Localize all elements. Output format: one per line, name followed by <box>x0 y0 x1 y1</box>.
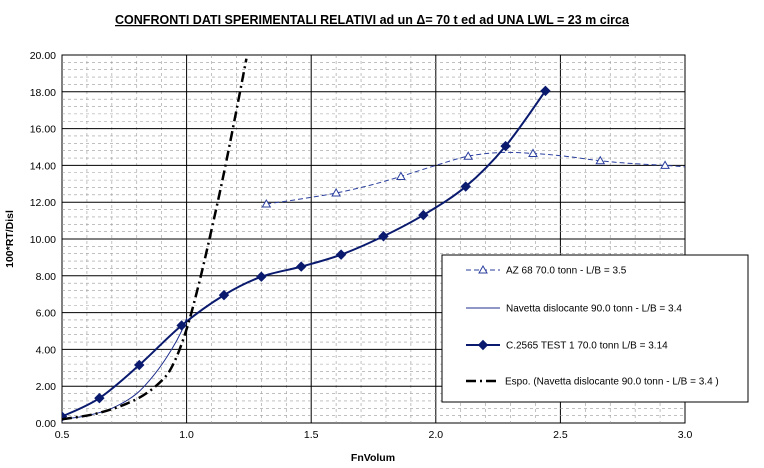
data-point <box>94 392 105 404</box>
data-point <box>331 187 341 197</box>
y-tick-label: 12.00 <box>30 197 56 209</box>
legend-label: AZ 68 70.0 tonn - L/B = 3.5 <box>506 266 627 277</box>
data-point <box>660 160 670 169</box>
data-point <box>296 261 307 272</box>
data-point <box>256 271 267 282</box>
y-tick-label: 18.00 <box>30 87 56 99</box>
y-tick-label: 20.00 <box>30 50 56 62</box>
data-point <box>460 181 471 192</box>
data-point <box>261 199 272 208</box>
legend-item: Navetta dislocante 90.0 tonn - L/B = 3.4 <box>466 304 682 315</box>
y-tick-label: 14.00 <box>30 160 56 172</box>
series-layer <box>62 58 685 422</box>
data-point <box>378 231 389 242</box>
data-point <box>595 155 606 165</box>
legend: AZ 68 70.0 tonn - L/B = 3.5 Navetta dislo… <box>441 254 749 403</box>
x-tick-label: 2.0 <box>428 429 443 441</box>
x-tick-label: 0.5 <box>55 429 70 441</box>
legend-marker <box>477 339 489 351</box>
plot-area <box>61 54 686 424</box>
y-tick-label: 8.00 <box>36 271 57 283</box>
y-axis-label: 100*RT/Disl <box>4 210 16 268</box>
data-point <box>218 289 230 301</box>
y-tick-label: 4.00 <box>36 344 57 356</box>
y-tick-label: 16.00 <box>30 124 56 136</box>
data-point <box>335 249 347 260</box>
data-point <box>396 171 406 180</box>
data-point <box>463 151 474 160</box>
y-tick-label: 6.00 <box>36 308 57 320</box>
x-axis-ticks: 0.5 1.0 1.5 2.0 2.5 3.0 <box>55 429 693 441</box>
legend-item: AZ 68 70.0 tonn - L/B = 3.5 <box>466 264 627 277</box>
data-point <box>418 209 429 221</box>
series-1 <box>261 148 685 208</box>
y-tick-label: 0.00 <box>36 418 57 430</box>
x-tick-label: 3.0 <box>678 429 693 441</box>
x-axis-label: FnVolum <box>351 452 395 464</box>
x-tick-label: 1.0 <box>179 429 194 441</box>
series-line <box>62 58 248 421</box>
x-tick-label: 2.5 <box>553 429 568 441</box>
data-point <box>528 148 538 157</box>
data-point <box>134 359 145 371</box>
grid <box>62 55 685 423</box>
series-3 <box>62 85 551 422</box>
legend-label: C.2565 TEST 1 70.0 tonn L/B = 3.14 <box>506 341 668 352</box>
chart-title: CONFRONTI DATI SPERIMENTALI RELATIVI ad … <box>115 13 630 27</box>
series-line <box>266 151 685 205</box>
legend-box <box>441 254 749 403</box>
legend-items: AZ 68 70.0 tonn - L/B = 3.5 Navetta dislo… <box>466 264 719 388</box>
legend-label: Navetta dislocante 90.0 tonn - L/B = 3.4 <box>506 304 682 315</box>
y-tick-label: 10.00 <box>30 234 56 246</box>
data-point <box>540 85 551 97</box>
x-tick-label: 1.5 <box>304 429 319 441</box>
data-point <box>176 320 187 331</box>
legend-marker <box>478 264 488 274</box>
legend-item: Espo. (Navetta dislocante 90.0 tonn - L/… <box>466 377 719 388</box>
data-point <box>500 140 511 152</box>
y-axis-ticks: 0.00 2.00 4.00 6.00 8.00 10.00 12.00 14.00 16.00… <box>30 50 56 430</box>
y-tick-label: 2.00 <box>36 381 57 393</box>
legend-item: C.2565 TEST 1 70.0 tonn L/B = 3.14 <box>466 339 668 352</box>
legend-label: Espo. (Navetta dislocante 90.0 tonn - L/… <box>505 377 719 388</box>
series-4 <box>62 58 248 421</box>
